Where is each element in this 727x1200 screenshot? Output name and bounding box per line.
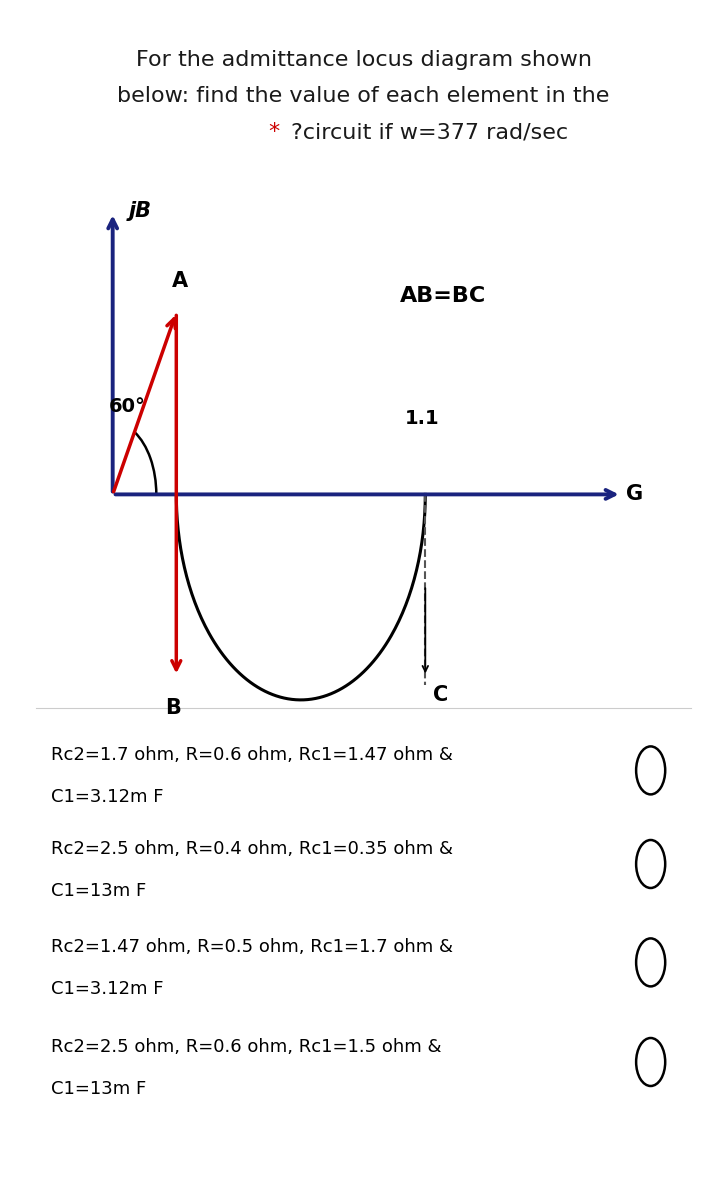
Text: C1=13m F: C1=13m F [51, 882, 146, 900]
Text: A: A [172, 271, 188, 290]
Text: For the admittance locus diagram shown: For the admittance locus diagram shown [135, 50, 592, 70]
Text: Rc2=1.7 ohm, R=0.6 ohm, Rc1=1.47 ohm &: Rc2=1.7 ohm, R=0.6 ohm, Rc1=1.47 ohm & [51, 746, 453, 764]
Text: Rc2=2.5 ohm, R=0.4 ohm, Rc1=0.35 ohm &: Rc2=2.5 ohm, R=0.4 ohm, Rc1=0.35 ohm & [51, 840, 453, 858]
Text: *: * [269, 122, 287, 142]
Text: C1=13m F: C1=13m F [51, 1080, 146, 1098]
Text: Rc2=2.5 ohm, R=0.6 ohm, Rc1=1.5 ohm &: Rc2=2.5 ohm, R=0.6 ohm, Rc1=1.5 ohm & [51, 1038, 441, 1056]
Text: jB: jB [129, 200, 152, 221]
Text: C1=3.12m F: C1=3.12m F [51, 788, 164, 806]
Text: G: G [626, 485, 643, 504]
Text: C: C [433, 685, 448, 706]
Text: AB=BC: AB=BC [400, 287, 486, 306]
Text: 1.1: 1.1 [404, 409, 439, 428]
Text: C1=3.12m F: C1=3.12m F [51, 980, 164, 998]
Text: B: B [165, 698, 180, 718]
Text: Rc2=1.47 ohm, R=0.5 ohm, Rc1=1.7 ohm &: Rc2=1.47 ohm, R=0.5 ohm, Rc1=1.7 ohm & [51, 938, 453, 956]
Text: below: find the value of each element in the: below: find the value of each element in… [117, 86, 610, 106]
Text: 60°: 60° [109, 397, 146, 416]
Text: ?circuit if w=377 rad/sec: ?circuit if w=377 rad/sec [291, 122, 568, 142]
